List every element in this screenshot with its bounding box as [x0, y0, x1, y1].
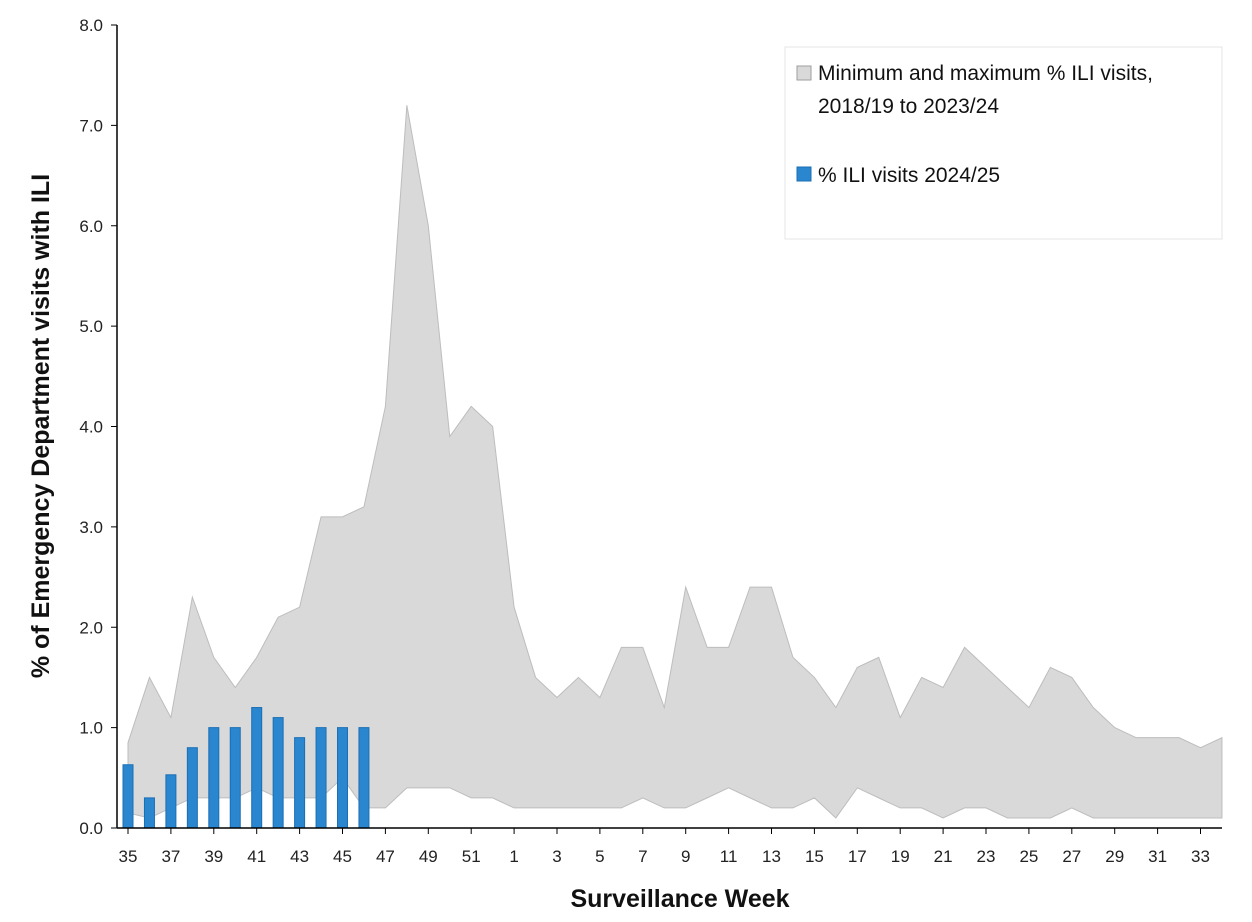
- bar-week-46: [358, 727, 370, 829]
- legend-swatch-bar: [796, 166, 812, 182]
- x-tick-label: 51: [462, 847, 481, 866]
- legend-label-range-line1: Minimum and maximum % ILI visits,: [818, 62, 1153, 85]
- bar-week-39: [208, 727, 220, 829]
- x-tick-label: 3: [552, 847, 561, 866]
- x-tick-label: 37: [161, 847, 180, 866]
- x-tick-label: 19: [891, 847, 910, 866]
- y-tick-labels: 0.0 1.0 2.0 3.0 4.0 5.0 6.0 7.0 8.0: [79, 16, 103, 838]
- x-tick-label: 49: [419, 847, 438, 866]
- x-tick-label: 1: [509, 847, 518, 866]
- y-axis-title: % of Emergency Department visits with IL…: [27, 174, 55, 678]
- axes-layer: [111, 24, 1222, 834]
- legend-box: [784, 46, 1223, 240]
- x-tick-label: 35: [119, 847, 138, 866]
- y-tick-label: 4.0: [79, 418, 103, 437]
- y-tick-label: 3.0: [79, 518, 103, 537]
- x-tick-label: 47: [376, 847, 395, 866]
- x-tick-label: 39: [204, 847, 223, 866]
- x-axis-title: Surveillance Week: [570, 885, 789, 913]
- legend-label-range-line2: 2018/19 to 2023/24: [818, 95, 999, 118]
- x-tick-label: 5: [595, 847, 604, 866]
- x-tick-label: 25: [1019, 847, 1038, 866]
- x-tick-label: 31: [1148, 847, 1167, 866]
- x-tick-label: 45: [333, 847, 352, 866]
- range-area: [127, 105, 1223, 819]
- bar-week-43: [294, 737, 306, 829]
- y-tick-label: 8.0: [79, 16, 103, 35]
- legend: Minimum and maximum % ILI visits, 2018/1…: [784, 46, 1223, 240]
- bars-layer: [122, 707, 370, 829]
- x-tick-labels: 35 37 39 41 43 45 47 49 51 1 3 5 7 9 11 13 15 17 19 21 23 25 2…: [119, 847, 1210, 866]
- y-tick-label: 0.0: [79, 819, 103, 838]
- bar-week-42: [272, 717, 284, 829]
- bar-week-37: [165, 774, 177, 829]
- range-layer: [127, 105, 1223, 819]
- bar-week-40: [229, 727, 241, 829]
- y-tick-label: 6.0: [79, 217, 103, 236]
- y-tick-label: 1.0: [79, 719, 103, 738]
- x-tick-label: 41: [247, 847, 266, 866]
- x-tick-label: 29: [1105, 847, 1124, 866]
- bar-week-41: [251, 707, 263, 829]
- x-tick-label: 13: [762, 847, 781, 866]
- bar-week-35: [122, 764, 134, 829]
- x-tick-label: 33: [1191, 847, 1210, 866]
- x-tick-label: 15: [805, 847, 824, 866]
- y-tick-label: 5.0: [79, 317, 103, 336]
- x-tick-label: 21: [934, 847, 953, 866]
- y-tick-label: 2.0: [79, 618, 103, 637]
- x-tick-label: 43: [290, 847, 309, 866]
- y-tick-label: 7.0: [79, 116, 103, 135]
- x-tick-label: 9: [681, 847, 690, 866]
- x-tick-label: 7: [638, 847, 647, 866]
- bar-week-36: [143, 797, 155, 829]
- bar-week-44: [315, 727, 327, 829]
- x-tick-label: 23: [977, 847, 996, 866]
- x-tick-label: 27: [1062, 847, 1081, 866]
- legend-label-bar: % ILI visits 2024/25: [818, 164, 1000, 187]
- x-tick-label: 11: [720, 847, 738, 866]
- bar-week-38: [186, 747, 198, 829]
- x-tick-label: 17: [848, 847, 867, 866]
- legend-swatch-range: [796, 65, 812, 81]
- bar-week-45: [337, 727, 348, 829]
- plot-area: 0.01.02.03.04.05.06.07.08.0 35 37 39 41 43 45…: [79, 16, 1223, 866]
